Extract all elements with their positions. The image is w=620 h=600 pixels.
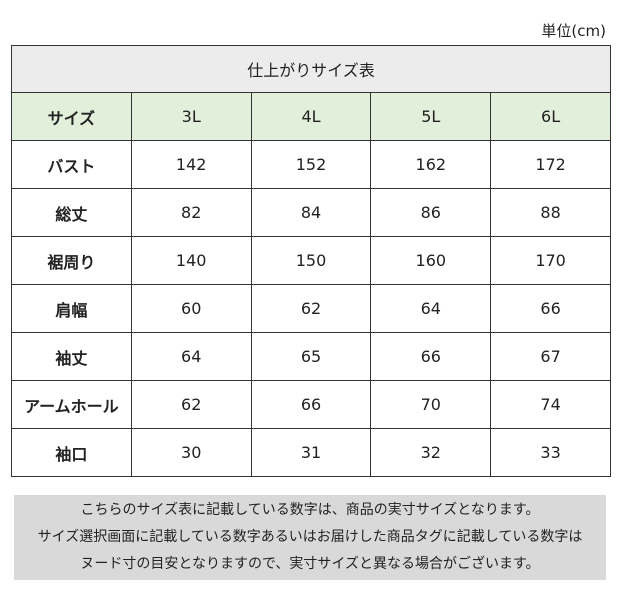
header-row: サイズ 3L 4L 5L 6L <box>11 92 611 141</box>
data-row: 袖丈 64 65 66 67 <box>11 332 611 381</box>
cell: 170 <box>490 236 611 285</box>
column-header: 6L <box>490 92 611 141</box>
cell: 142 <box>130 140 252 189</box>
cell: 150 <box>250 236 372 285</box>
cell: 62 <box>250 284 372 333</box>
cell: 152 <box>250 140 372 189</box>
cell: 172 <box>490 140 611 189</box>
cell: 33 <box>490 428 611 477</box>
cell: 32 <box>370 428 492 477</box>
cell: 60 <box>130 284 252 333</box>
cell: 84 <box>250 188 372 237</box>
cell: 74 <box>490 380 611 429</box>
cell: 65 <box>250 332 372 381</box>
note-line: サイズ選択画面に記載している数字あるいはお届けした商品タグに記載している数字は <box>37 529 583 545</box>
data-row: 肩幅 60 62 64 66 <box>11 284 611 333</box>
unit-label: 単位(cm) <box>541 22 606 40</box>
column-header: 5L <box>370 92 492 141</box>
cell: 140 <box>130 236 252 285</box>
row-header: 裾周り <box>11 236 132 285</box>
title-row: 仕上がりサイズ表 <box>11 45 611 93</box>
cell: 64 <box>130 332 252 381</box>
cell: 70 <box>370 380 492 429</box>
cell: 66 <box>250 380 372 429</box>
row-header: アームホール <box>11 380 132 429</box>
cell: 31 <box>250 428 372 477</box>
note-box: こちらのサイズ表に記載している数字は、商品の実寸サイズとなります。サイズ選択画面… <box>14 495 606 580</box>
column-header: 3L <box>130 92 252 141</box>
data-row: バスト 142 152 162 172 <box>11 140 611 189</box>
note-line: ヌード寸の目安となりますので、実寸サイズと異なる場合がございます。 <box>80 556 540 572</box>
row-header: 袖丈 <box>11 332 132 381</box>
data-row: 袖口 30 31 32 33 <box>11 428 611 477</box>
data-row: 裾周り 140 150 160 170 <box>11 236 611 285</box>
cell: 62 <box>130 380 252 429</box>
column-header: 4L <box>250 92 372 141</box>
cell: 160 <box>370 236 492 285</box>
cell: 30 <box>130 428 252 477</box>
cell: 82 <box>130 188 252 237</box>
note-line: こちらのサイズ表に記載している数字は、商品の実寸サイズとなります。 <box>80 502 540 518</box>
cell: 64 <box>370 284 492 333</box>
data-row: アームホール 62 66 70 74 <box>11 380 611 429</box>
cell: 162 <box>370 140 492 189</box>
cell: 66 <box>370 332 492 381</box>
row-header: 総丈 <box>11 188 132 237</box>
column-header: サイズ <box>11 92 132 141</box>
cell: 67 <box>490 332 611 381</box>
row-header: 袖口 <box>11 428 132 477</box>
cell: 86 <box>370 188 492 237</box>
table-title: 仕上がりサイズ表 <box>11 45 611 93</box>
data-row: 総丈 82 84 86 88 <box>11 188 611 237</box>
size-table: 仕上がりサイズ表 サイズ 3L 4L 5L 6L バスト 142 152 162 172 総丈 82 8… <box>11 45 611 477</box>
cell: 88 <box>490 188 611 237</box>
cell: 66 <box>490 284 611 333</box>
row-header: 肩幅 <box>11 284 132 333</box>
row-header: バスト <box>11 140 132 189</box>
